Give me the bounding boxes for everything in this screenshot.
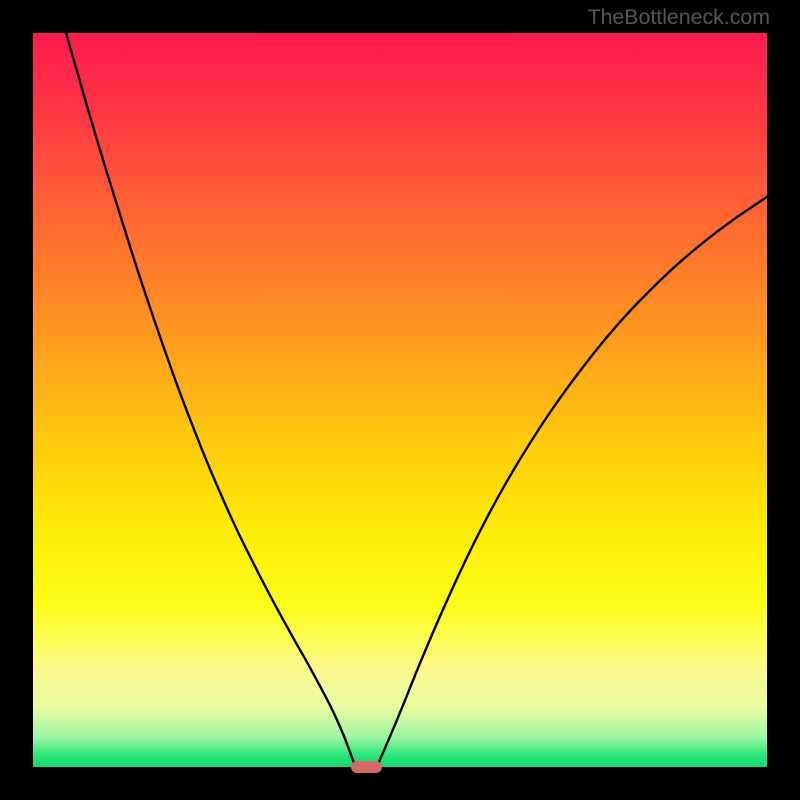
watermark-label: TheBottleneck.com: [588, 5, 770, 29]
curve-right-branch: [378, 197, 767, 764]
chart-container: TheBottleneck.com: [0, 0, 800, 800]
curve-layer: [33, 33, 767, 767]
plot-area: [33, 33, 767, 767]
watermark-text: TheBottleneck.com: [588, 5, 770, 30]
minimum-marker: [351, 761, 382, 773]
curve-left-branch: [66, 33, 354, 764]
